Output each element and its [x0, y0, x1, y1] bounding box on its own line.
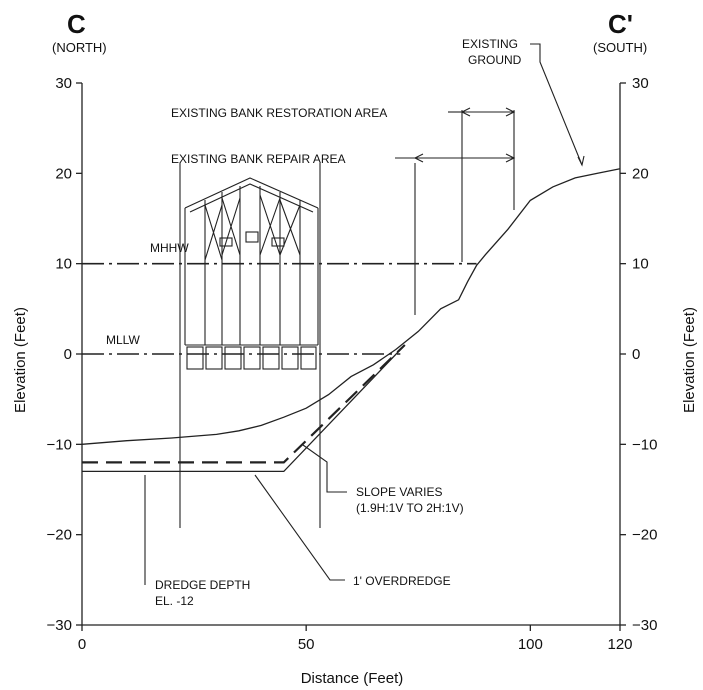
section-right-letter: C' — [608, 9, 633, 39]
y-tick-label-right: 30 — [632, 75, 649, 92]
y-tick-label-right: −30 — [632, 617, 657, 634]
existing-ground-line — [81, 168, 621, 445]
section-left-direction: (NORTH) — [52, 40, 107, 55]
mllw-label: MLLW — [106, 333, 140, 347]
slope-label-line1: SLOPE VARIES — [356, 485, 442, 499]
x-tick-label: 120 — [607, 636, 632, 653]
dredge-depth-label-line2: EL. -12 — [155, 594, 194, 608]
y-tick-label-left: −30 — [47, 617, 72, 634]
y-tick-label-left: −20 — [47, 527, 72, 544]
y-tick-label-left: 20 — [55, 165, 72, 182]
y-axis-label-right: Elevation (Feet) — [681, 307, 698, 413]
y-tick-label-left: −10 — [47, 436, 72, 453]
y-axis-label-left: Elevation (Feet) — [12, 307, 29, 413]
x-tick-label: 0 — [78, 636, 86, 653]
y-tick-label-right: 10 — [632, 256, 649, 273]
existing-ground-label-line1: EXISTING — [462, 37, 518, 51]
y-tick-label-right: 0 — [632, 346, 640, 363]
existing-ground-label-line2: GROUND — [468, 53, 522, 67]
annotation-leaders — [144, 43, 585, 585]
y-tick-label-left: 0 — [64, 346, 72, 363]
y-tick-label-right: −10 — [632, 436, 657, 453]
mhhw-label: MHHW — [150, 241, 189, 255]
section-left-letter: C — [67, 9, 86, 39]
extent-lines — [179, 110, 515, 528]
data-lines — [81, 168, 621, 473]
overdredge-line — [82, 344, 406, 473]
x-tick-label: 100 — [518, 636, 543, 653]
y-tick-label-right: −20 — [632, 527, 657, 544]
dredge-depth-line — [82, 344, 406, 464]
slope-label-line2: (1.9H:1V TO 2H:1V) — [356, 501, 464, 515]
x-axis-label: Distance (Feet) — [301, 670, 404, 687]
axes-frame — [76, 82, 626, 631]
pier-structure-illustration — [184, 177, 319, 370]
section-right-direction: (SOUTH) — [593, 40, 647, 55]
y-tick-label-left: 30 — [55, 75, 72, 92]
y-tick-label-left: 10 — [55, 256, 72, 273]
overdredge-label: 1' OVERDREDGE — [353, 574, 451, 588]
x-tick-label: 50 — [298, 636, 315, 653]
dredge-depth-label-line1: DREDGE DEPTH — [155, 578, 250, 592]
restoration-area-label: EXISTING BANK RESTORATION AREA — [171, 106, 387, 120]
repair-area-label: EXISTING BANK REPAIR AREA — [171, 152, 346, 166]
y-tick-label-right: 20 — [632, 165, 649, 182]
